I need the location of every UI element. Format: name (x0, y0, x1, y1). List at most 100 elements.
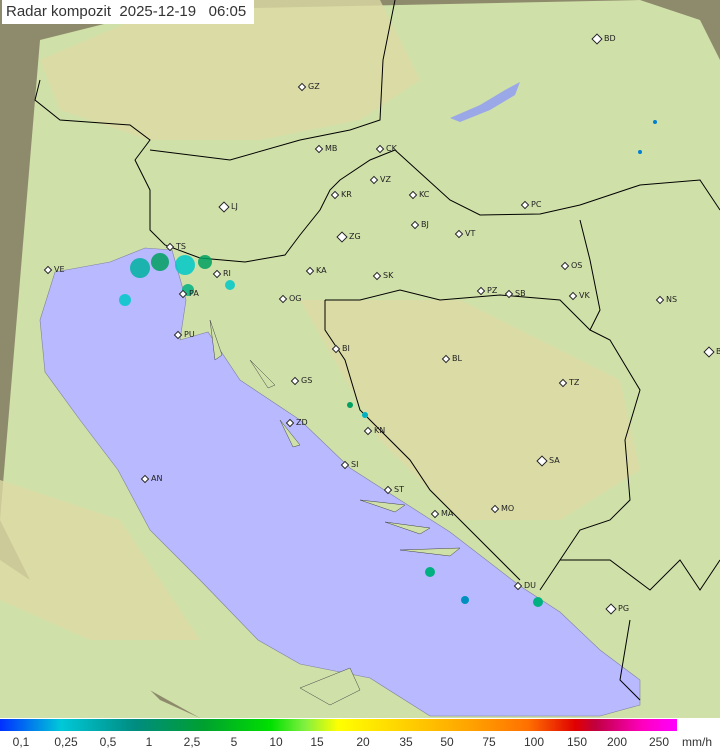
title-text: Radar kompozit (6, 3, 112, 20)
city-label: SA (549, 456, 560, 465)
city-label: CK (386, 144, 397, 153)
city-marker-kr: KR (330, 190, 352, 199)
city-marker-gz: GZ (297, 82, 320, 91)
city-marker-du: DU (513, 581, 537, 590)
city-marker-gs: GS (290, 376, 313, 385)
legend-label: 1 (145, 735, 153, 749)
city-marker-os: OS (560, 261, 583, 270)
city-marker-pa: PA (178, 289, 199, 298)
city-dot-icon (372, 271, 382, 280)
legend-label: 5 (230, 735, 238, 749)
city-marker-bi: BI (331, 344, 350, 353)
adriatic-sea (39, 247, 641, 717)
city-label: BL (452, 354, 462, 363)
city-dot-icon (278, 294, 288, 303)
city-dot-icon (331, 344, 341, 353)
city-label: SI (351, 460, 359, 469)
city-marker-an: AN (140, 474, 162, 483)
city-label: MO (501, 504, 515, 513)
city-label: BJ (421, 220, 429, 229)
city-label: OG (289, 294, 302, 303)
legend-label: 200 (606, 735, 628, 749)
land-tan-areas (0, 0, 640, 640)
city-label: KC (419, 190, 430, 199)
legend-label: 35 (399, 735, 413, 749)
city-label: OS (571, 261, 583, 270)
city-label: TZ (569, 378, 580, 387)
city-label: PZ (487, 286, 498, 295)
city-label: VK (579, 291, 590, 300)
city-dot-icon (290, 376, 300, 385)
city-marker-pz: PZ (476, 286, 498, 295)
city-dot-icon (504, 289, 514, 298)
precipitation-color-scale (0, 719, 677, 731)
city-dot-icon (173, 330, 183, 339)
city-label: BD (604, 34, 616, 43)
city-marker-kc: KC (408, 190, 430, 199)
city-label: TS (176, 242, 186, 251)
city-marker-lj: LJ (218, 200, 238, 213)
city-dot-icon (703, 345, 715, 358)
city-marker-vt: VT (454, 229, 476, 238)
city-label: BI (342, 344, 350, 353)
radar-title: Radar kompozit 2025-12-19 06:05 (2, 0, 255, 24)
city-marker-sa: SA (536, 454, 560, 467)
city-dot-icon (490, 504, 500, 513)
legend-label: 150 (566, 735, 588, 749)
city-label: PG (618, 604, 630, 613)
city-dot-icon (297, 82, 307, 91)
city-label: ZD (296, 418, 308, 427)
city-dot-icon (410, 220, 420, 229)
city-marker-bj: BJ (410, 220, 429, 229)
city-marker-mo: MO (490, 504, 515, 513)
city-marker-bl: BL (441, 354, 462, 363)
city-marker-sb: SB (504, 289, 526, 298)
city-dot-icon (560, 261, 570, 270)
title-time: 06:05 (208, 3, 247, 20)
city-marker-sk: SK (372, 271, 393, 280)
city-dot-icon (178, 289, 188, 298)
legend-label: 0,25 (54, 735, 78, 749)
city-marker-ka: KA (305, 266, 327, 275)
city-dot-icon (383, 485, 393, 494)
city-label: DU (524, 581, 537, 590)
city-dot-icon (591, 32, 603, 45)
city-marker-pu: PU (173, 330, 195, 339)
city-dot-icon (375, 144, 385, 153)
radar-map (0, 0, 720, 718)
city-marker-og: OG (278, 294, 302, 303)
city-label: PA (189, 289, 199, 298)
city-marker-kn: KN (363, 426, 385, 435)
city-label: GS (301, 376, 313, 385)
city-label: MA (441, 509, 454, 518)
city-marker-pg: PG (605, 602, 630, 615)
islands (209, 319, 461, 706)
city-label: ZG (349, 232, 361, 241)
city-dot-icon (655, 295, 665, 304)
legend-label: 0,5 (99, 735, 117, 749)
city-marker-tz: TZ (558, 378, 580, 387)
city-dot-icon (285, 418, 295, 427)
city-marker-vk: VK (568, 291, 590, 300)
city-label: VZ (380, 175, 391, 184)
city-label: VT (465, 229, 476, 238)
city-dot-icon (513, 581, 523, 590)
city-label: SB (515, 289, 526, 298)
city-dot-icon (363, 426, 373, 435)
city-label: ST (394, 485, 404, 494)
city-marker-st: ST (383, 485, 404, 494)
city-dot-icon (568, 291, 578, 300)
city-marker-ma: MA (430, 509, 454, 518)
lake-balaton (450, 82, 520, 122)
city-dot-icon (165, 242, 175, 251)
city-dot-icon (430, 509, 440, 518)
city-dot-icon (454, 229, 464, 238)
legend-label: 0,1 (12, 735, 30, 749)
city-marker-ts: TS (165, 242, 186, 251)
city-label: BG (716, 347, 720, 356)
city-dot-icon (330, 190, 340, 199)
legend-label: 250 (648, 735, 670, 749)
city-label: PC (531, 200, 542, 209)
city-marker-vz: VZ (369, 175, 391, 184)
city-dot-icon (140, 474, 150, 483)
